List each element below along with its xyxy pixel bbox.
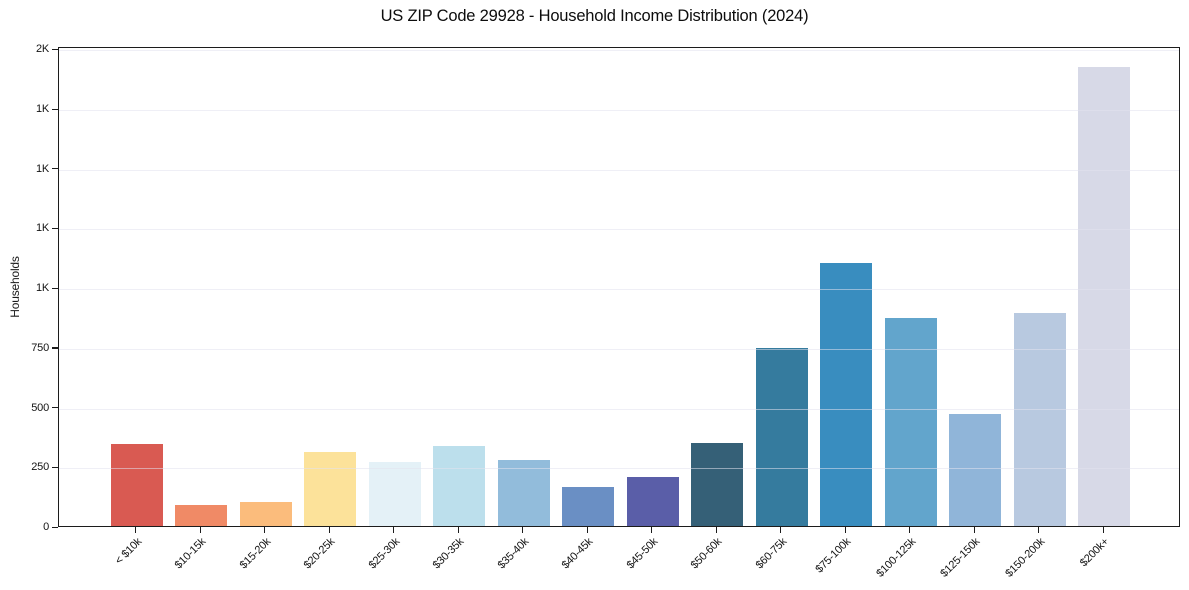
y-tick-label: 1K	[35, 282, 49, 295]
bar	[949, 413, 1002, 526]
bar	[820, 263, 873, 526]
y-tick-label: 1K	[35, 103, 49, 116]
chart-title: US ZIP Code 29928 - Household Income Dis…	[380, 7, 809, 25]
gridline	[59, 468, 1179, 470]
gridline	[59, 408, 1179, 410]
y-tick	[52, 168, 58, 170]
x-tick	[586, 527, 588, 533]
y-tick	[52, 407, 58, 409]
y-tick-label: 1K	[35, 222, 49, 235]
bar	[562, 487, 615, 526]
y-tick-label: 500	[31, 401, 49, 414]
x-tick	[1038, 527, 1040, 533]
bar	[691, 442, 744, 526]
bar	[175, 505, 228, 526]
x-tick	[328, 527, 330, 533]
y-tick-label: 250	[31, 461, 49, 474]
y-tick	[52, 526, 58, 528]
y-tick	[52, 466, 58, 468]
plot-area	[58, 47, 1180, 527]
bar	[497, 460, 550, 526]
bar	[884, 318, 937, 526]
bar	[368, 461, 421, 526]
bar	[755, 348, 808, 526]
x-tick	[909, 527, 911, 533]
gridline	[59, 289, 1179, 291]
gridline	[59, 229, 1179, 231]
x-tick-label: < $10k	[112, 535, 144, 567]
y-tick-label: 1K	[35, 162, 49, 175]
x-tick	[135, 527, 137, 533]
bar	[304, 452, 357, 526]
x-tick	[715, 527, 717, 533]
x-tick	[780, 527, 782, 533]
x-tick	[651, 527, 653, 533]
x-tick	[973, 527, 975, 533]
y-tick-label: 750	[31, 341, 49, 354]
x-tick	[1102, 527, 1104, 533]
bar	[239, 502, 292, 526]
y-tick	[52, 347, 58, 349]
gridline	[59, 348, 1179, 350]
y-tick-label: 0	[43, 521, 49, 533]
bar	[1013, 312, 1066, 526]
bar	[626, 476, 679, 526]
bar	[110, 443, 163, 526]
x-tick	[393, 527, 395, 533]
bar	[1078, 67, 1131, 526]
x-tick	[199, 527, 201, 533]
bar	[433, 446, 486, 526]
gridline	[59, 50, 1179, 52]
x-tick	[522, 527, 524, 533]
x-tick	[457, 527, 459, 533]
gridline	[59, 110, 1179, 112]
x-tick	[264, 527, 266, 533]
x-tick	[844, 527, 846, 533]
y-tick	[52, 287, 58, 289]
gridline	[59, 169, 1179, 171]
y-tick-label: 2K	[35, 43, 49, 56]
y-tick	[52, 108, 58, 110]
y-tick	[52, 48, 58, 51]
y-tick	[52, 227, 58, 230]
